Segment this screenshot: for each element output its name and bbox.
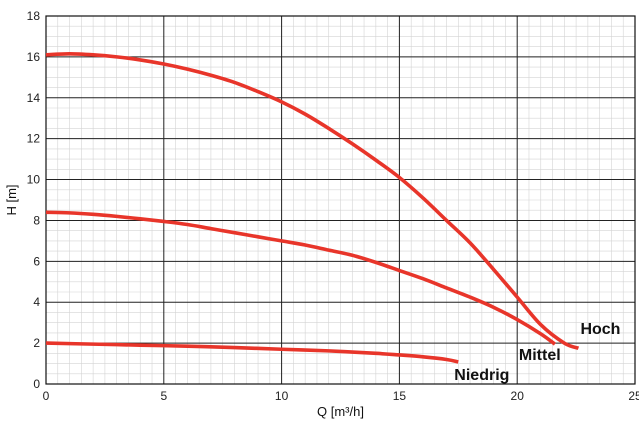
x-axis-label-main: Q [m³/h] — [317, 404, 364, 419]
tick-labels: 0 5 10 15 20 25 0 2 4 6 8 10 12 14 16 18 — [27, 9, 639, 403]
x-axis-label: Q [m³/h] — [317, 404, 364, 419]
plot-frame — [45, 15, 636, 385]
y-tick-label: 2 — [33, 336, 40, 350]
y-tick-label: 8 — [33, 213, 40, 227]
x-tick-label: 0 — [43, 389, 50, 403]
y-tick-label: 14 — [27, 91, 41, 105]
y-tick-label: 18 — [27, 9, 41, 23]
x-tick-label: 20 — [511, 389, 525, 403]
y-tick-label: 16 — [27, 50, 41, 64]
y-tick-label: 10 — [27, 173, 41, 187]
x-tick-label: 15 — [393, 389, 407, 403]
series-label-hoch: Hoch — [580, 321, 620, 338]
series-labels: Hoch Mittel Niedrig — [454, 321, 620, 384]
y-tick-label: 6 — [33, 254, 40, 268]
series-line-mittel — [45, 210, 556, 346]
series-label-mittel: Mittel — [519, 347, 561, 364]
series-line-niedrig — [45, 341, 459, 364]
series-label-niedrig: Niedrig — [454, 367, 509, 384]
y-axis-label: H [m] — [4, 184, 19, 215]
x-tick-label: 5 — [160, 389, 167, 403]
y-tick-label: 4 — [33, 295, 40, 309]
series-line-hoch — [45, 52, 580, 350]
series-layer — [45, 52, 580, 364]
x-tick-label: 10 — [275, 389, 289, 403]
y-tick-label: 0 — [33, 377, 40, 391]
x-tick-label: 25 — [628, 389, 639, 403]
y-tick-label: 12 — [27, 132, 41, 146]
